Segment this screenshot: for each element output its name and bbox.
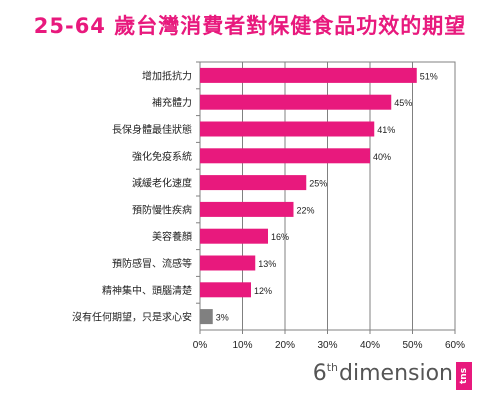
bar xyxy=(200,255,256,271)
value-label: 45% xyxy=(394,98,412,108)
brand-logo: 6 th dimension tns xyxy=(312,358,472,390)
bar xyxy=(200,121,375,137)
brand-superscript: th xyxy=(326,361,339,374)
value-label: 3% xyxy=(216,313,229,323)
value-label: 41% xyxy=(377,125,395,135)
value-label: 51% xyxy=(420,71,438,81)
bar xyxy=(200,228,268,244)
category-label: 預防感冒、流感等 xyxy=(112,257,192,270)
brand-number: 6 xyxy=(312,361,327,386)
x-tick-label: 50% xyxy=(402,340,422,351)
value-label: 12% xyxy=(254,286,272,296)
category-label: 精神集中、頭腦清楚 xyxy=(102,284,192,297)
value-label: 40% xyxy=(373,152,391,162)
bar xyxy=(200,148,370,164)
value-label: 16% xyxy=(271,232,289,242)
x-tick-label: 30% xyxy=(317,340,337,351)
x-tick-label: 10% xyxy=(232,340,252,351)
category-label: 減緩老化速度 xyxy=(132,177,192,190)
tns-badge: tns xyxy=(456,362,472,390)
category-label: 預防慢性疾病 xyxy=(132,203,192,216)
bar xyxy=(200,282,251,298)
category-label: 補充體力 xyxy=(152,96,192,109)
value-label: 25% xyxy=(309,179,327,189)
category-label: 增加抵抗力 xyxy=(142,69,192,82)
bar xyxy=(200,175,307,191)
category-label: 美容養顏 xyxy=(152,230,192,243)
bar xyxy=(200,201,294,217)
x-tick-label: 0% xyxy=(193,340,208,351)
category-label: 長保身體最佳狀態 xyxy=(112,123,192,136)
category-label: 強化免疫系統 xyxy=(132,150,192,163)
bar xyxy=(200,309,213,325)
category-label: 沒有任何期望，只是求心安 xyxy=(72,311,192,324)
value-label: 22% xyxy=(297,205,315,215)
x-tick-label: 40% xyxy=(360,340,380,351)
bar xyxy=(200,94,392,110)
x-tick-label: 20% xyxy=(275,340,295,351)
x-tick-label: 60% xyxy=(445,340,465,351)
bar xyxy=(200,67,417,83)
brand-word: dimension xyxy=(339,361,453,386)
value-label: 13% xyxy=(258,259,276,269)
chart-title: 25-64 歲台灣消費者對保健食品功效的期望 xyxy=(33,14,467,38)
